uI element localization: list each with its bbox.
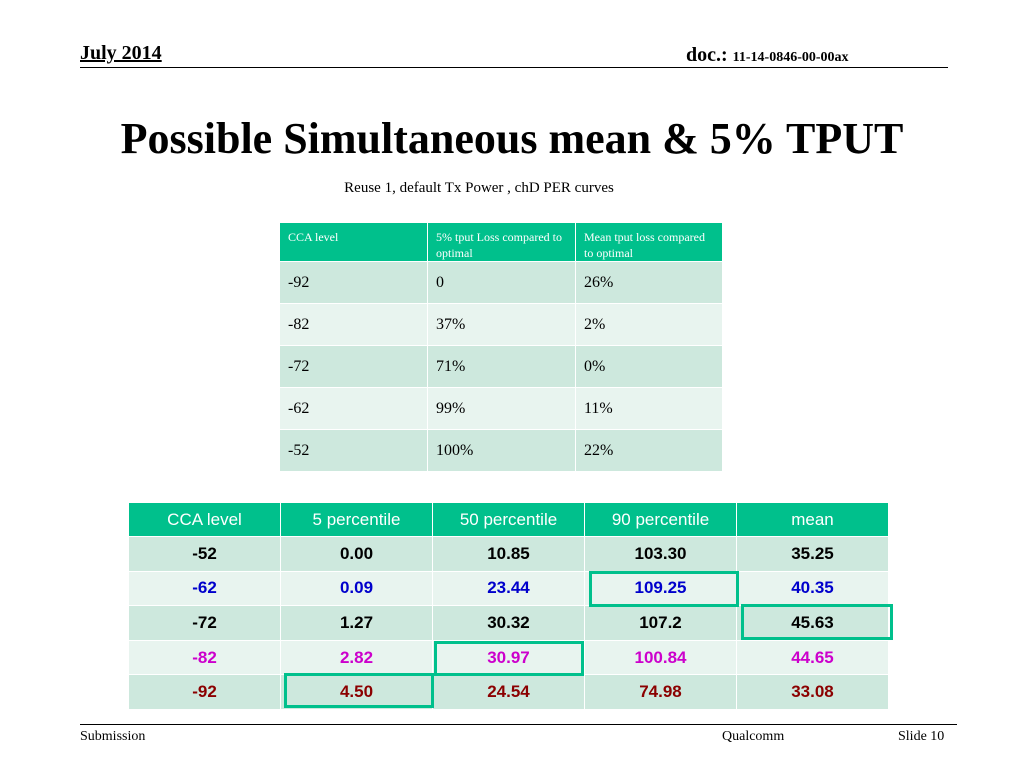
highlight-box-50pct-82 — [434, 641, 584, 676]
table-cell: 0 — [427, 261, 576, 304]
table-row: -62 0.09 23.44 109.25 40.35 — [128, 570, 889, 607]
table-row: -82 2.82 30.97 100.84 44.65 — [128, 639, 889, 676]
header-divider — [80, 67, 948, 68]
table-row: -82 37% 2% — [279, 303, 723, 346]
table-cell: 30.32 — [432, 605, 585, 641]
table-cell: 99% — [427, 387, 576, 430]
table-cell: 35.25 — [736, 536, 889, 572]
table-row: -52 100% 22% — [279, 429, 723, 472]
table-cell: -62 — [128, 570, 281, 607]
table-cell: -92 — [279, 261, 428, 304]
table-cell: 23.44 — [432, 570, 585, 607]
percentile-table-header-cell: 5 percentile — [280, 502, 433, 537]
table-cell: 1.27 — [280, 605, 433, 641]
table-cell: 22% — [575, 429, 723, 472]
table-cell: 2% — [575, 303, 723, 346]
table-cell: 0% — [575, 345, 723, 388]
table-row: -92 0 26% — [279, 261, 723, 304]
footer-company: Qualcomm — [722, 729, 785, 744]
table-cell: 30.97 — [432, 639, 585, 676]
table-cell: 100.84 — [584, 639, 737, 676]
doc-number: 11-14-0846-00-00ax — [732, 50, 849, 65]
footer-divider — [80, 724, 957, 725]
table-row: -72 71% 0% — [279, 345, 723, 388]
table-cell: 4.50 — [280, 674, 433, 710]
table-cell: 44.65 — [736, 639, 889, 676]
table-cell: -92 — [128, 674, 281, 710]
loss-table-header: CCA level 5% tput Loss compared to optim… — [279, 222, 723, 262]
table-cell: -72 — [279, 345, 428, 388]
doc-label: doc.: — [686, 44, 728, 66]
percentile-table-header: CCA level 5 percentile 50 percentile 90 … — [128, 502, 889, 537]
loss-table-header-cell: 5% tput Loss compared to optimal — [427, 222, 576, 262]
table-cell: -62 — [279, 387, 428, 430]
table-cell: 107.2 — [584, 605, 737, 641]
table-cell: 74.98 — [584, 674, 737, 710]
percentile-table-header-cell: CCA level — [128, 502, 281, 537]
table-cell: 0.00 — [280, 536, 433, 572]
table-cell: 100% — [427, 429, 576, 472]
footer-slide-number: Slide 10 — [898, 729, 945, 744]
slide-title: Possible Simultaneous mean & 5% TPUT — [120, 114, 904, 163]
slide-subtitle: Reuse 1, default Tx Power , chD PER curv… — [344, 180, 614, 196]
table-cell: 10.85 — [432, 536, 585, 572]
table-cell: 26% — [575, 261, 723, 304]
table-cell: -82 — [128, 639, 281, 676]
highlight-box-5pct-92 — [284, 673, 434, 708]
percentile-table: CCA level 5 percentile 50 percentile 90 … — [128, 502, 889, 710]
table-cell: -72 — [128, 605, 281, 641]
table-cell: 11% — [575, 387, 723, 430]
table-cell: -52 — [279, 429, 428, 472]
table-cell: 0.09 — [280, 570, 433, 607]
highlight-box-mean-72 — [741, 604, 893, 640]
table-cell: 103.30 — [584, 536, 737, 572]
table-cell: -82 — [279, 303, 428, 346]
percentile-table-header-cell: mean — [736, 502, 889, 537]
table-row: -62 99% 11% — [279, 387, 723, 430]
percentile-table-header-cell: 50 percentile — [432, 502, 585, 537]
highlight-box-90pct-62 — [589, 571, 739, 607]
table-cell: 33.08 — [736, 674, 889, 710]
table-cell: 71% — [427, 345, 576, 388]
table-cell: 40.35 — [736, 570, 889, 607]
table-row: -72 1.27 30.32 107.2 45.63 — [128, 605, 889, 641]
loss-table-header-cell: CCA level — [279, 222, 428, 262]
header-doc-id: doc.: 11-14-0846-00-00ax — [686, 44, 849, 67]
table-cell: 37% — [427, 303, 576, 346]
table-cell: 109.25 — [584, 570, 737, 607]
loss-table: CCA level 5% tput Loss compared to optim… — [279, 222, 723, 472]
table-row: -52 0.00 10.85 103.30 35.25 — [128, 536, 889, 572]
table-cell: 2.82 — [280, 639, 433, 676]
header-date: July 2014 — [80, 42, 162, 64]
percentile-table-header-cell: 90 percentile — [584, 502, 737, 537]
table-cell: -52 — [128, 536, 281, 572]
loss-table-header-cell: Mean tput loss compared to optimal — [575, 222, 723, 262]
table-cell: 24.54 — [432, 674, 585, 710]
table-row: -92 4.50 24.54 74.98 33.08 — [128, 674, 889, 710]
footer-submission: Submission — [80, 729, 146, 744]
